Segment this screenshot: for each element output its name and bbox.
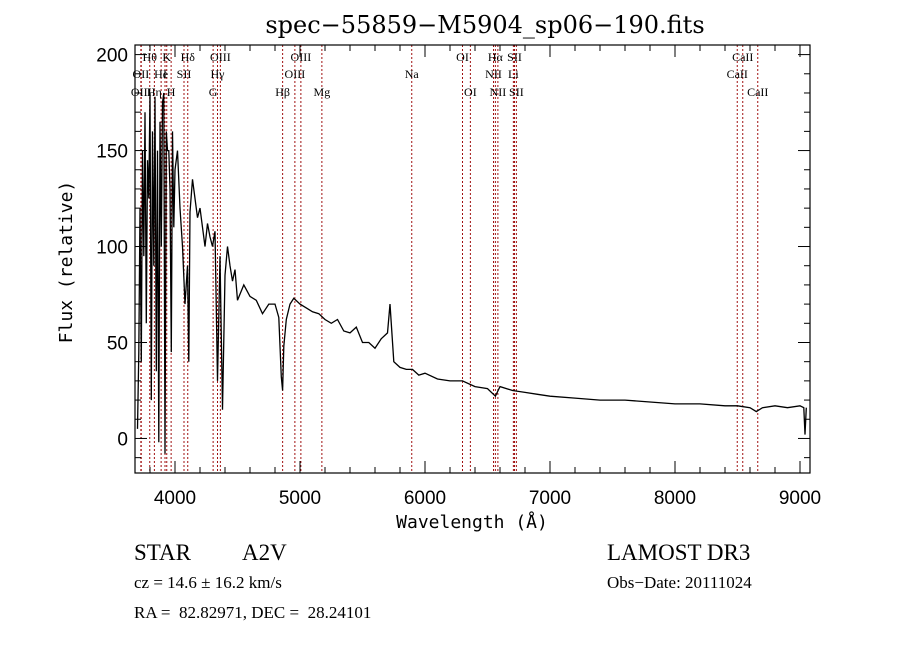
emission-line-label: Hα [488,50,504,64]
emission-line-label: NII [485,67,502,81]
emission-line-label: NII [490,85,507,99]
emission-line-label: K [162,50,171,64]
x-tick-label: 7000 [529,488,571,509]
y-tick-label: 150 [96,142,128,163]
x-tick-label: 5000 [279,488,321,509]
emission-line-label: OI [456,50,469,64]
axis-tick-labels: 4000 5000 6000 7000 8000 9000 0 50 100 150 200 [96,46,821,509]
emission-line-label: Li [508,67,519,81]
emission-line-label: I [163,67,167,81]
x-tick-label: 4000 [154,488,196,509]
emission-line-label: OIII [131,85,152,99]
emission-line-label: OIII [210,50,231,64]
emission-line-label: CaII [727,67,748,81]
spectrum-line [136,92,807,454]
object-subclass: A2V [242,540,287,565]
emission-line-label: SII [509,85,524,99]
emission-line-label: Mg [314,85,331,99]
emission-line-label: SII [177,67,192,81]
object-class: STAR [134,540,191,565]
x-tick-label: 8000 [654,488,696,509]
x-tick-label: 9000 [779,488,821,509]
emission-line-label: SII [507,50,522,64]
emission-line-label: G [209,85,218,99]
emission-line-label: OIII [291,50,312,64]
x-tick-label: 6000 [404,488,446,509]
axis-ticks [135,45,810,473]
emission-line-label: CaII [747,85,768,99]
spectrum-layer [136,92,807,454]
emission-line-label: Hβ [275,85,290,99]
observation-date: Obs−Date: 20111024 [607,573,752,592]
emission-line-label: Na [405,67,420,81]
y-axis-label: Flux (relative) [56,181,77,344]
redshift-info: cz = 14.6 ± 16.2 km/s [134,573,282,592]
emission-line-label: Hθ [143,50,158,64]
x-axis-label: Wavelength (Å) [396,511,548,533]
coordinates-info: RA = 82.82971, DEC = 28.24101 [134,603,372,622]
emission-lines-layer [140,45,759,473]
emission-line-label: OIII [285,67,306,81]
y-tick-label: 100 [96,238,128,259]
emission-line-label: OI [464,85,477,99]
y-tick-label: 200 [96,46,128,67]
emission-line-label: Hδ [181,50,196,64]
emission-line-label: H [167,85,176,99]
emission-line-label: He [154,67,168,81]
y-tick-label: 0 [117,429,128,450]
plot-frame [134,44,811,474]
survey-name: LAMOST DR3 [607,540,751,565]
emission-line-label: Hγ [211,67,226,81]
emission-line-label: CaII [732,50,753,64]
chart-title: spec−55859−M5904_sp06−190.fits [265,11,704,39]
y-tick-label: 50 [107,333,128,354]
